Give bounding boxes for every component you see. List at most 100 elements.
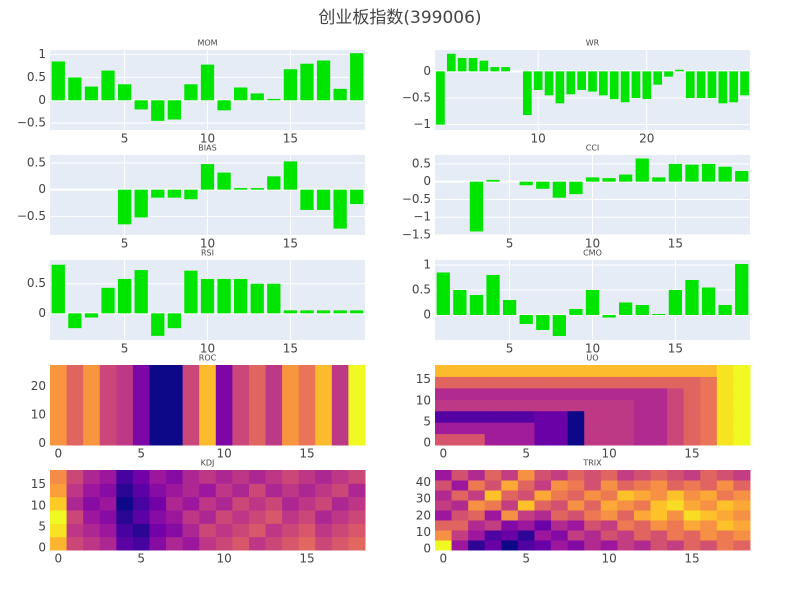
bar: [533, 71, 543, 90]
heatmap-cell: [451, 387, 469, 400]
heatmap-cell: [116, 470, 134, 484]
heatmap-cell: [50, 470, 68, 484]
x-tick-label: 5: [137, 447, 145, 461]
heatmap-cell: [700, 433, 718, 446]
heatmap-cell: [683, 510, 701, 521]
y-tick-label: 0.5: [412, 283, 431, 297]
heatmap-cell: [650, 410, 668, 423]
heatmap-cell: [517, 530, 535, 541]
bar: [101, 287, 115, 314]
heatmap-cell: [182, 523, 200, 538]
heatmap-cell: [315, 483, 333, 498]
heatmap-cell: [633, 510, 652, 521]
x-tick-label: 5: [121, 237, 129, 251]
heatmap-cell: [116, 365, 134, 446]
bar: [84, 313, 99, 318]
heatmap-cell: [149, 536, 167, 551]
bar: [184, 189, 198, 200]
heatmap-cell: [517, 422, 535, 435]
heatmap-cell: [617, 410, 635, 423]
x-tick-label: 10: [585, 237, 600, 251]
heatmap-cell: [633, 410, 652, 423]
heatmap-cell: [517, 387, 535, 400]
heatmap-cell: [468, 376, 486, 389]
heatmap-cell: [551, 480, 569, 491]
heatmap-cell: [166, 365, 184, 446]
x-tick-label: 15: [283, 237, 298, 251]
heatmap-cell: [501, 500, 519, 511]
heatmap-cell: [600, 530, 618, 541]
bar: [300, 63, 314, 101]
heatmap-cell: [551, 399, 569, 412]
heatmap-cell: [451, 422, 469, 435]
heatmap-cell: [567, 470, 585, 481]
bar: [446, 53, 456, 72]
heatmap-cell: [617, 490, 635, 501]
heatmap-cell: [667, 520, 685, 531]
heatmap-cell: [600, 410, 618, 423]
heatmap-cell: [50, 483, 68, 498]
bar: [184, 84, 198, 101]
bar: [217, 100, 231, 111]
y-tick-label: 0.5: [27, 276, 46, 290]
heatmap-cell: [617, 365, 635, 377]
bar: [536, 315, 550, 330]
heatmap-cell: [83, 523, 101, 538]
heatmap-cell: [683, 540, 701, 551]
heatmap-cell: [534, 376, 552, 389]
heatmap-cell: [298, 510, 316, 524]
bar: [685, 164, 699, 182]
y-tick-label: −1.5: [402, 228, 431, 242]
heatmap-cell: [584, 422, 602, 435]
heatmap-cell: [435, 422, 453, 435]
heatmap-cell: [468, 480, 486, 491]
heatmap-cell: [700, 480, 718, 491]
heatmap-cell: [132, 496, 150, 511]
bar: [250, 283, 264, 314]
heatmap-cell: [633, 470, 652, 481]
heatmap-cell: [435, 365, 453, 377]
heatmap-cell: [451, 399, 469, 412]
heatmap-cell: [683, 365, 701, 377]
heatmap-cell: [166, 510, 184, 524]
heatmap-cell: [633, 500, 652, 511]
heatmap-cell: [683, 433, 701, 446]
heatmap-cell: [733, 399, 751, 412]
heatmap-cell: [551, 376, 569, 389]
heatmap-cell: [468, 387, 486, 400]
heatmap-cell: [83, 470, 101, 484]
heatmap-cell: [650, 399, 668, 412]
heatmap-cell: [517, 365, 535, 377]
heatmap-cell: [667, 530, 685, 541]
x-tick-label: 10: [200, 132, 215, 146]
heatmap-cell: [667, 433, 685, 446]
heatmap-cell: [468, 530, 486, 541]
heatmap-cell: [451, 376, 469, 389]
heatmap-cell: [298, 536, 316, 551]
heatmap-cell: [484, 399, 502, 412]
heatmap-cell: [534, 500, 552, 511]
bar: [635, 158, 649, 182]
heatmap-cell: [650, 530, 668, 541]
heatmap-cell: [650, 422, 668, 435]
heatmap-cell: [567, 365, 585, 377]
heatmap-cell: [733, 376, 751, 389]
x-tick-label: 10: [216, 552, 231, 566]
heatmap-cell: [199, 470, 217, 484]
heatmap-cell: [468, 433, 486, 446]
heatmap-cell: [501, 387, 519, 400]
heatmap-cell: [716, 433, 734, 446]
bar: [668, 290, 683, 315]
heatmap-cell: [683, 480, 701, 491]
heatmap-cell: [199, 510, 217, 524]
heatmap-cell: [534, 540, 552, 551]
heatmap-cell: [116, 496, 134, 511]
heatmap-cell: [683, 470, 701, 481]
bar: [151, 189, 165, 198]
x-tick-label: 20: [639, 132, 654, 146]
heatmap-cell: [132, 470, 150, 484]
bar: [501, 67, 510, 72]
heatmap-cell: [116, 523, 134, 538]
bar: [652, 177, 666, 182]
